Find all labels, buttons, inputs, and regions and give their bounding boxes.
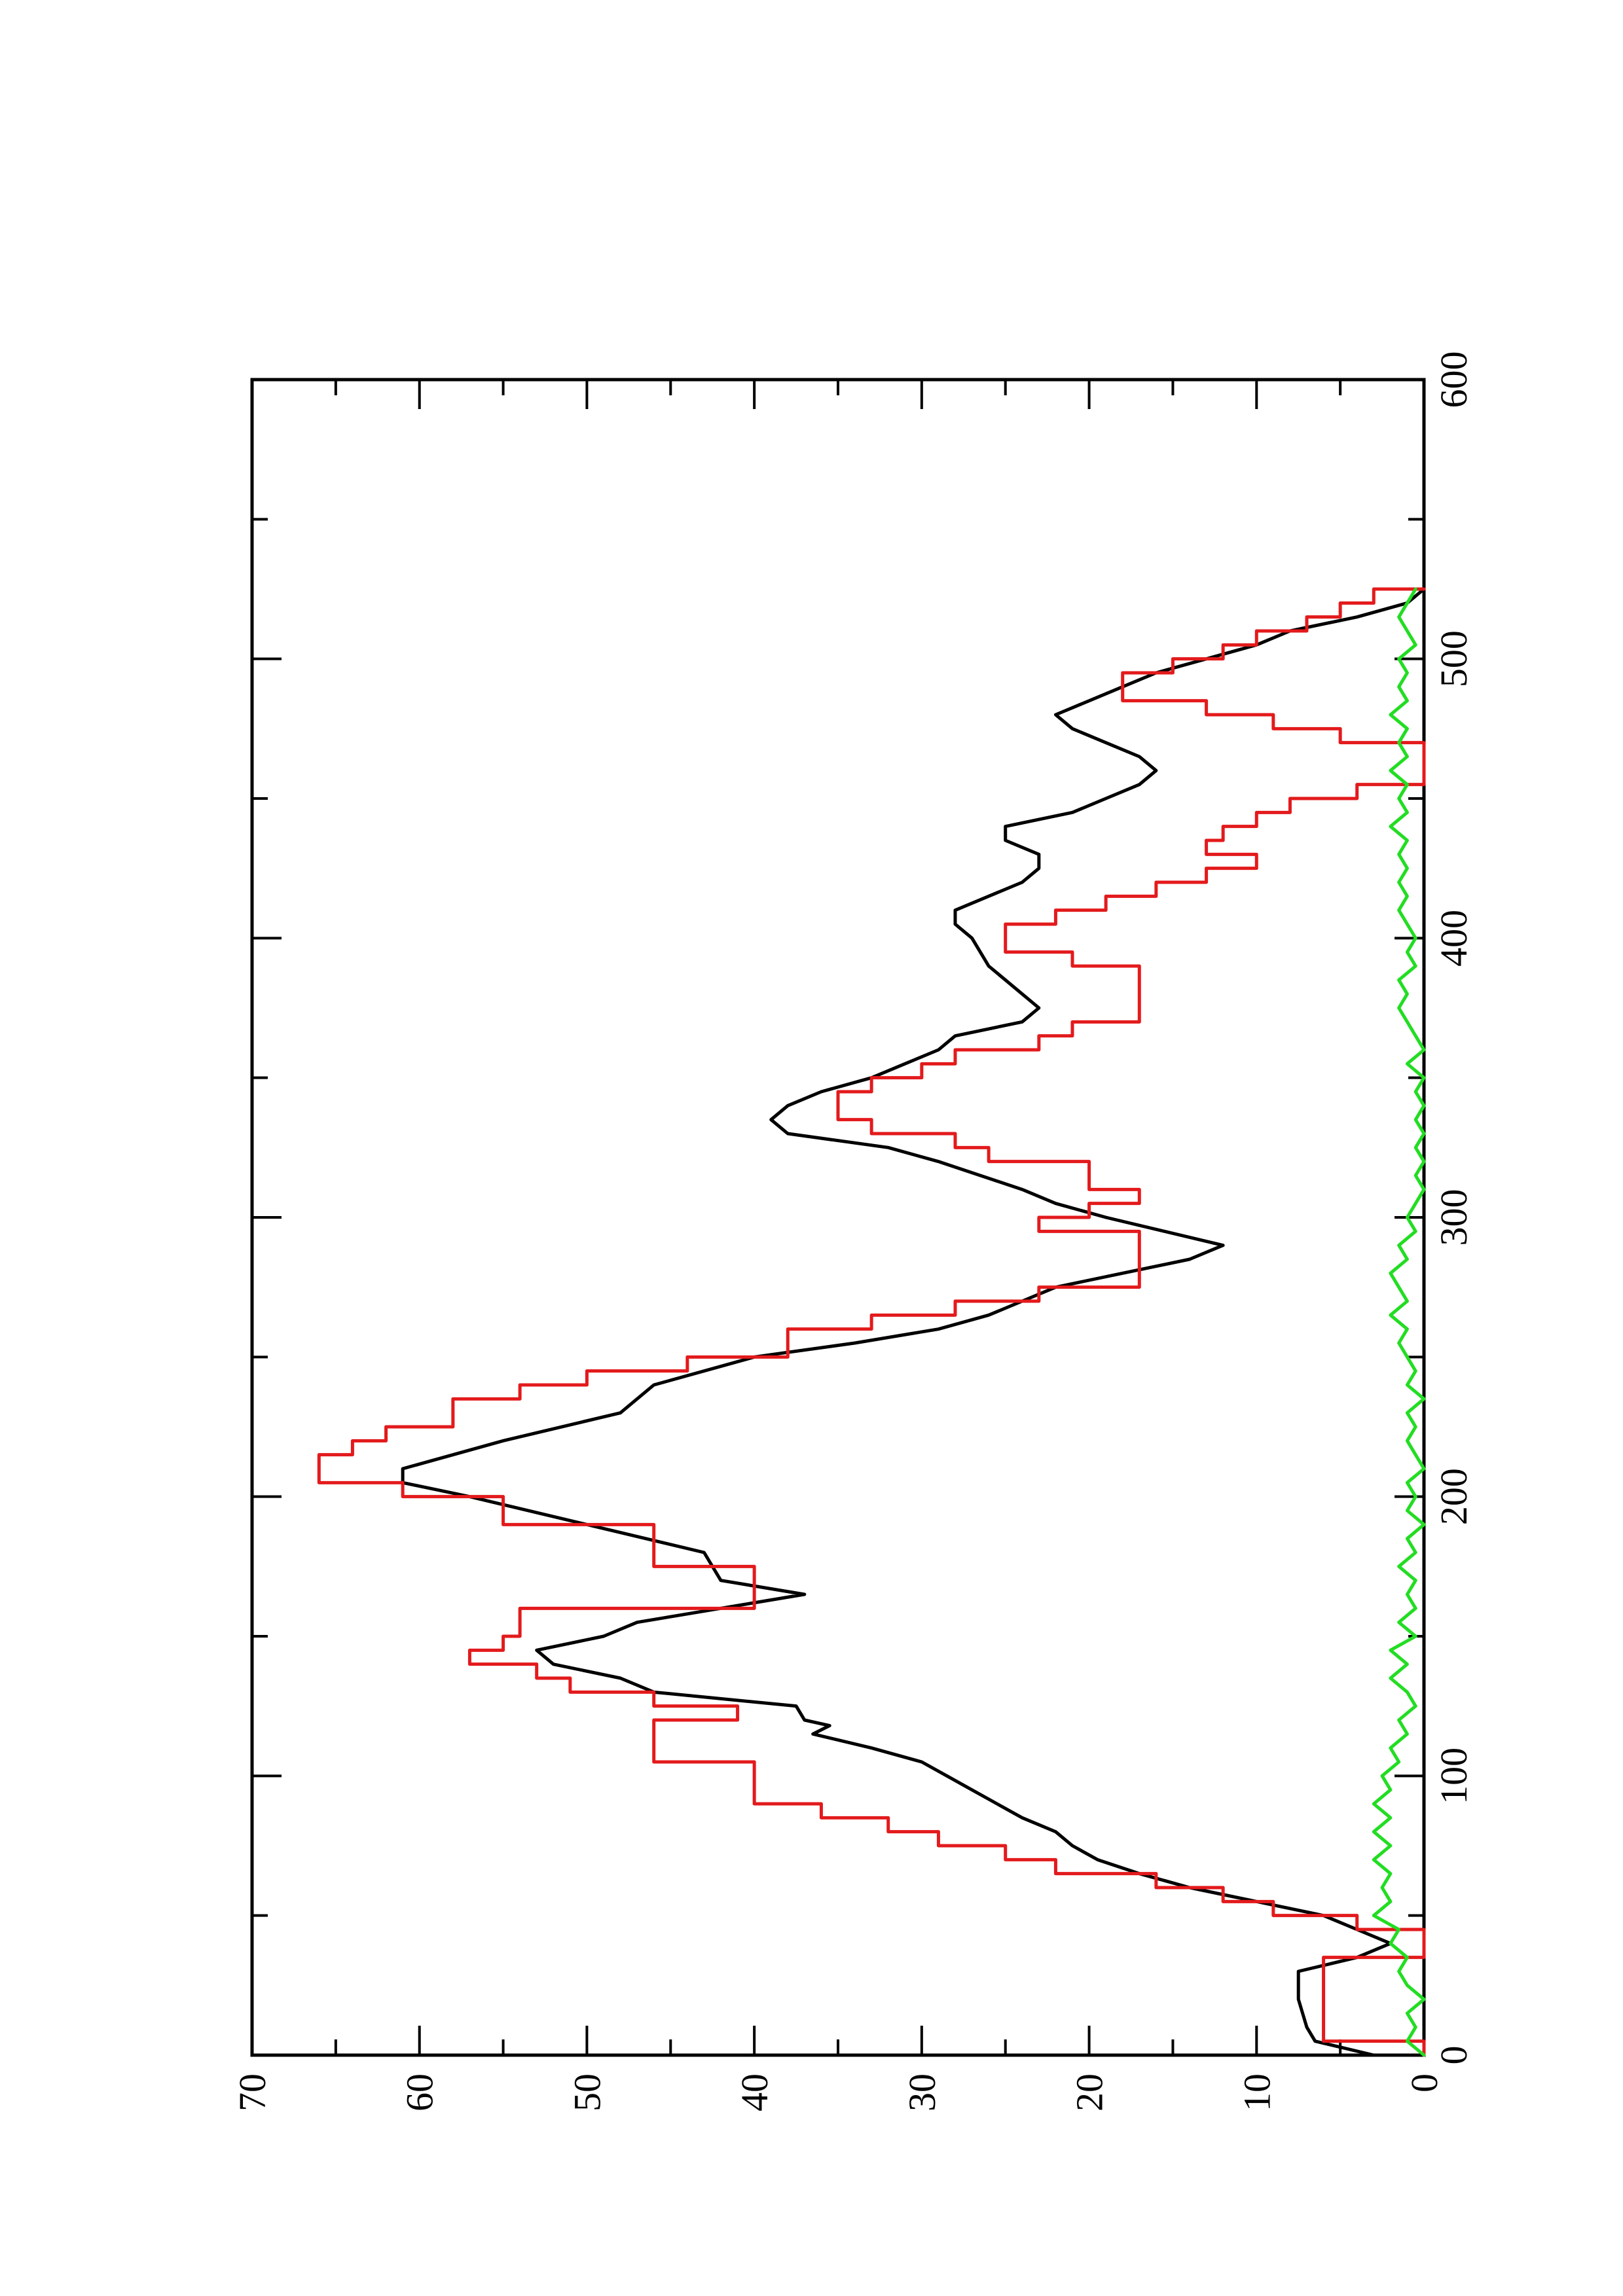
- x-tick-label: 400: [1432, 910, 1475, 967]
- y-tick-label: 70: [231, 2073, 274, 2111]
- tick-labels: 0 100 200 300 400 500 600 0 10 20 30 40 50 60 70: [231, 351, 1475, 2112]
- y-tick-label: 10: [1235, 2073, 1278, 2111]
- axis-ticks: [251, 378, 1425, 2056]
- series-line-3: [1372, 587, 1426, 2057]
- x-tick-label: 600: [1432, 351, 1475, 408]
- x-tick-label: 200: [1432, 1468, 1475, 1525]
- y-tick-label: 20: [1068, 2073, 1111, 2111]
- x-tick-label: 0: [1432, 2046, 1475, 2065]
- y-tick-label: 30: [901, 2073, 943, 2111]
- x-tick-label: 100: [1432, 1748, 1475, 1804]
- x-tick-label: 500: [1432, 630, 1475, 687]
- y-tick-label: 0: [1403, 2073, 1446, 2092]
- series-layer: [317, 587, 1426, 2057]
- series-line-2: [317, 587, 1426, 2057]
- y-tick-label: 60: [399, 2073, 441, 2111]
- y-tick-label: 50: [566, 2073, 608, 2111]
- y-tick-label: 40: [733, 2073, 776, 2111]
- x-tick-label: 300: [1432, 1189, 1475, 1246]
- series-line-1: [401, 587, 1426, 2057]
- plot-frame: [250, 378, 1426, 2057]
